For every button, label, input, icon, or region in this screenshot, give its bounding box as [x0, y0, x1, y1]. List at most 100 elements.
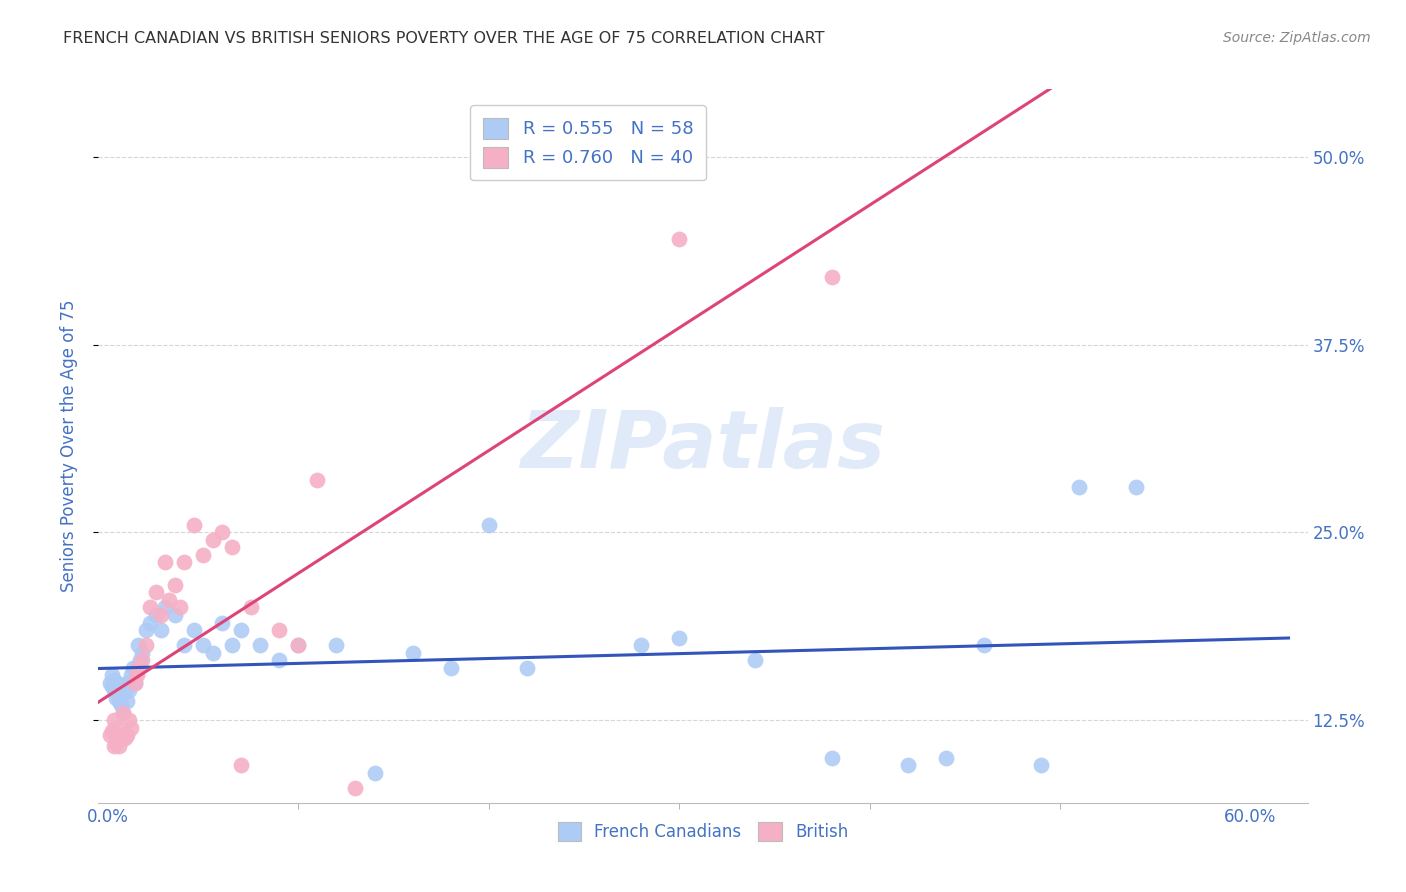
Point [120, 721, 142, 735]
Point [401, 646, 423, 660]
Point [104, 690, 127, 705]
Text: FRENCH CANADIAN VS BRITISH SENIORS POVERTY OVER THE AGE OF 75 CORRELATION CHART: FRENCH CANADIAN VS BRITISH SENIORS POVER… [63, 31, 825, 46]
Point [363, 765, 385, 780]
Point [744, 653, 766, 667]
Point [344, 780, 367, 795]
Point [249, 638, 271, 652]
Point [112, 679, 135, 693]
Point [201, 533, 224, 547]
Point [183, 623, 205, 637]
Point [114, 683, 136, 698]
Point [1067, 480, 1090, 494]
Point [115, 728, 138, 742]
Point [131, 653, 153, 667]
Point [287, 638, 309, 652]
Point [145, 607, 167, 622]
Point [100, 679, 122, 693]
Point [935, 750, 957, 764]
Point [239, 600, 262, 615]
Point [110, 698, 132, 713]
Point [211, 525, 233, 540]
Point [325, 638, 347, 652]
Point [125, 668, 148, 682]
Text: ZIPatlas: ZIPatlas [520, 407, 886, 485]
Point [129, 653, 152, 667]
Point [163, 607, 186, 622]
Point [173, 556, 195, 570]
Point [630, 638, 652, 652]
Point [440, 660, 463, 674]
Point [124, 675, 146, 690]
Point [516, 660, 538, 674]
Point [125, 660, 148, 674]
Point [135, 638, 157, 652]
Point [231, 758, 253, 772]
Point [118, 713, 141, 727]
Point [100, 668, 122, 682]
Text: Source: ZipAtlas.com: Source: ZipAtlas.com [1223, 31, 1371, 45]
Point [107, 686, 129, 700]
Point [124, 675, 146, 690]
Point [269, 653, 291, 667]
Point [150, 607, 173, 622]
Point [201, 646, 224, 660]
Point [104, 736, 127, 750]
Point [112, 706, 135, 720]
Point [820, 270, 842, 285]
Point [108, 683, 131, 698]
Point [307, 473, 329, 487]
Point [163, 578, 186, 592]
Point [115, 675, 138, 690]
Point [820, 750, 842, 764]
Point [100, 723, 122, 738]
Point [107, 728, 129, 742]
Point [104, 680, 127, 694]
Point [287, 638, 309, 652]
Point [139, 600, 162, 615]
Point [157, 593, 180, 607]
Point [139, 615, 162, 630]
Point [131, 646, 153, 660]
Point [103, 739, 125, 753]
Point [183, 517, 205, 532]
Point [107, 721, 129, 735]
Point [120, 668, 142, 682]
Point [153, 556, 176, 570]
Point [112, 706, 135, 720]
Point [478, 517, 501, 532]
Point [103, 683, 125, 698]
Point [191, 638, 214, 652]
Point [98, 728, 121, 742]
Point [127, 660, 149, 674]
Point [114, 731, 136, 746]
Point [231, 623, 253, 637]
Point [98, 675, 121, 690]
Point [110, 688, 132, 702]
Point [107, 675, 129, 690]
Point [153, 600, 176, 615]
Point [668, 232, 690, 246]
Point [897, 758, 920, 772]
Point [150, 623, 173, 637]
Point [269, 623, 291, 637]
Y-axis label: Seniors Poverty Over the Age of 75: Seniors Poverty Over the Age of 75 [59, 300, 77, 592]
Point [1125, 480, 1147, 494]
Point [108, 693, 131, 707]
Point [118, 683, 141, 698]
Point [127, 638, 149, 652]
Point [169, 600, 191, 615]
Point [103, 673, 125, 687]
Point [221, 541, 243, 555]
Point [1029, 758, 1052, 772]
Point [173, 638, 195, 652]
Point [110, 728, 132, 742]
Point [121, 660, 143, 674]
Point [191, 548, 214, 562]
Point [135, 623, 157, 637]
Point [221, 638, 243, 652]
Point [211, 615, 233, 630]
Legend: French Canadians, British: French Canadians, British [551, 815, 855, 848]
Point [668, 631, 690, 645]
Point [145, 585, 167, 599]
Point [115, 693, 138, 707]
